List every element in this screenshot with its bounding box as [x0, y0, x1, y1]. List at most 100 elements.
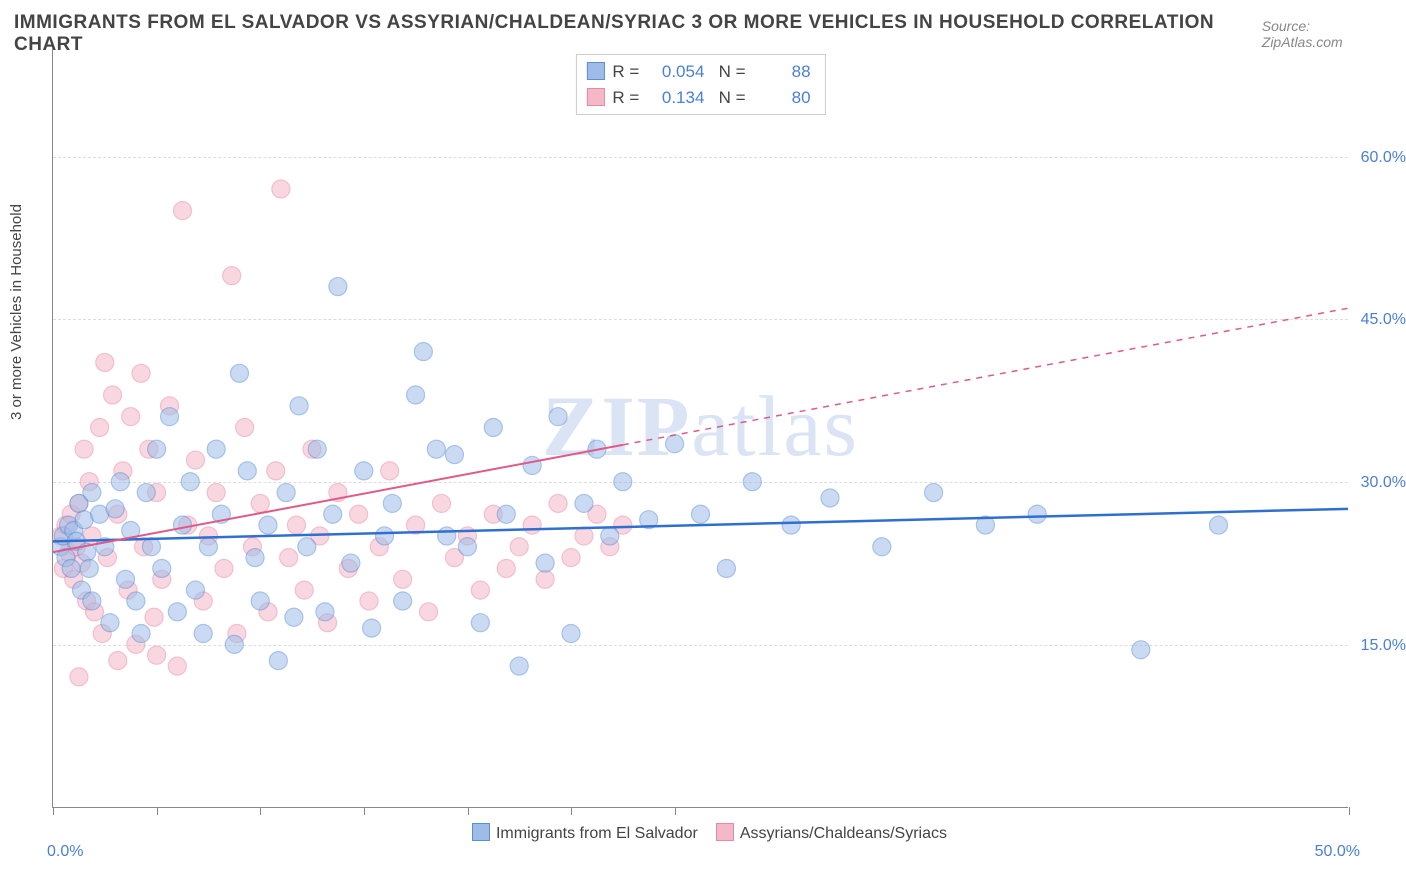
x-tick [260, 807, 261, 815]
data-point-b [471, 581, 489, 599]
data-point-a [238, 462, 256, 480]
data-point-a [316, 603, 334, 621]
data-point-a [127, 592, 145, 610]
data-point-b [549, 494, 567, 512]
data-point-b [148, 646, 166, 664]
data-point-b [91, 419, 109, 437]
data-point-a [230, 364, 248, 382]
data-point-a [342, 554, 360, 572]
data-point-b [536, 570, 554, 588]
data-point-a [376, 527, 394, 545]
legend-row: R =0.054 N =88 [586, 59, 810, 85]
data-point-a [142, 538, 160, 556]
data-point-a [438, 527, 456, 545]
data-point-a [427, 440, 445, 458]
data-point-a [510, 657, 528, 675]
data-point-b [497, 559, 515, 577]
legend-label: Immigrants from El Salvador [496, 825, 698, 842]
data-point-a [161, 408, 179, 426]
data-point-a [277, 484, 295, 502]
plot-area: ZIPatlas 15.0%30.0%45.0%60.0% R =0.054 N… [52, 48, 1348, 808]
data-point-a [458, 538, 476, 556]
data-point-b [562, 549, 580, 567]
data-point-a [523, 456, 541, 474]
data-point-a [148, 440, 166, 458]
data-point-a [355, 462, 373, 480]
data-point-a [575, 494, 593, 512]
data-point-a [298, 538, 316, 556]
data-point-a [445, 446, 463, 464]
data-point-a [181, 473, 199, 491]
legend-label: Assyrians/Chaldeans/Syriacs [740, 825, 947, 842]
data-point-b [96, 353, 114, 371]
data-point-b [207, 484, 225, 502]
data-point-b [575, 527, 593, 545]
data-point-b [109, 652, 127, 670]
data-point-a [1028, 505, 1046, 523]
data-point-a [782, 516, 800, 534]
data-point-b [272, 180, 290, 198]
data-point-b [394, 570, 412, 588]
series-legend: Immigrants from El Salvador Assyrians/Cha… [53, 823, 1348, 843]
source-label: Source: ZipAtlas.com [1262, 18, 1392, 50]
data-point-b [215, 559, 233, 577]
data-point-b [168, 657, 186, 675]
x-tick [1349, 807, 1350, 815]
data-point-a [324, 505, 342, 523]
data-point-a [194, 625, 212, 643]
data-point-a [1132, 641, 1150, 659]
data-point-a [106, 500, 124, 518]
data-point-b [433, 494, 451, 512]
legend-swatch [716, 823, 734, 841]
data-point-a [117, 570, 135, 588]
data-point-b [420, 603, 438, 621]
data-point-a [186, 581, 204, 599]
x-max-label: 50.0% [1315, 843, 1360, 861]
data-point-a [83, 592, 101, 610]
data-point-a [199, 538, 217, 556]
data-point-a [207, 440, 225, 458]
data-point-a [1210, 516, 1228, 534]
data-point-a [821, 489, 839, 507]
data-point-a [562, 625, 580, 643]
data-point-b [70, 668, 88, 686]
data-point-b [132, 364, 150, 382]
regression-line-b-solid [53, 445, 623, 552]
data-point-a [269, 652, 287, 670]
y-tick-label: 45.0% [1361, 311, 1406, 329]
data-point-a [743, 473, 761, 491]
data-point-b [186, 451, 204, 469]
legend-swatch [472, 823, 490, 841]
y-tick-label: 30.0% [1361, 474, 1406, 492]
data-point-a [225, 635, 243, 653]
data-point-a [111, 473, 129, 491]
data-point-a [308, 440, 326, 458]
correlation-legend: R =0.054 N =88R =0.134 N =80 [575, 54, 825, 115]
data-point-a [925, 484, 943, 502]
data-point-b [174, 202, 192, 220]
data-point-a [692, 505, 710, 523]
data-point-b [510, 538, 528, 556]
data-point-b [381, 462, 399, 480]
data-point-a [601, 527, 619, 545]
data-point-a [471, 614, 489, 632]
x-tick [675, 807, 676, 815]
scatter-plot [53, 48, 1348, 807]
data-point-a [873, 538, 891, 556]
data-point-a [251, 592, 269, 610]
data-point-a [174, 516, 192, 534]
data-point-a [497, 505, 515, 523]
data-point-a [717, 559, 735, 577]
data-point-a [290, 397, 308, 415]
data-point-b [350, 505, 368, 523]
x-tick [571, 807, 572, 815]
data-point-a [132, 625, 150, 643]
data-point-b [267, 462, 285, 480]
legend-row: R =0.134 N =80 [586, 85, 810, 111]
data-point-a [153, 559, 171, 577]
data-point-b [75, 440, 93, 458]
data-point-b [287, 516, 305, 534]
y-tick-label: 15.0% [1361, 637, 1406, 655]
data-point-a [549, 408, 567, 426]
x-min-label: 0.0% [47, 843, 83, 861]
